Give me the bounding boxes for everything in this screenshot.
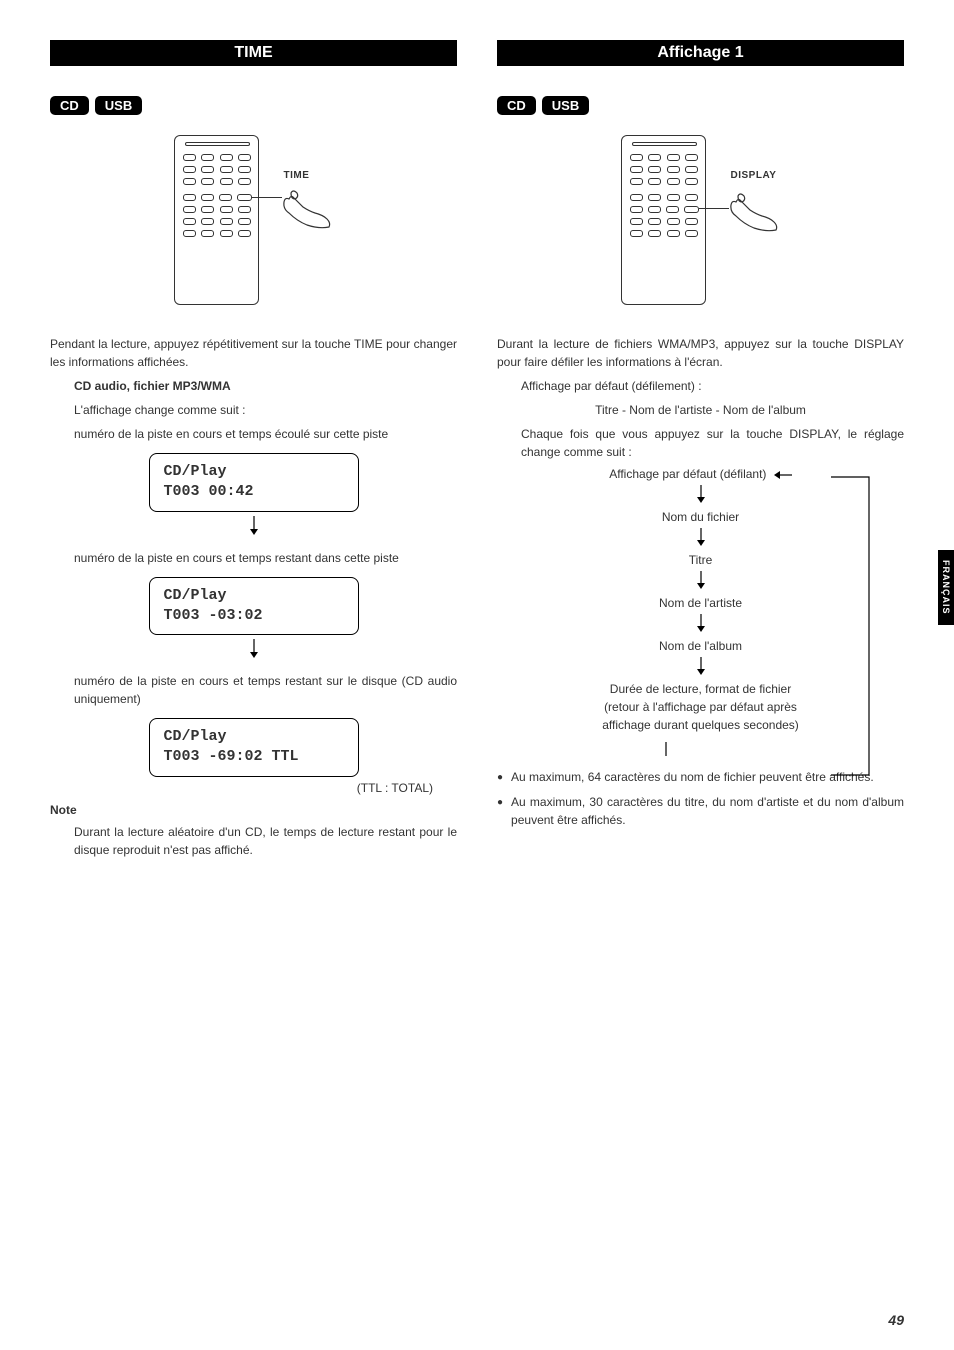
- lcd-3: CD/Play T003 -69:02 TTL: [149, 718, 359, 777]
- badges-left: CD USB: [50, 96, 457, 115]
- bullet-dot-icon: ●: [497, 768, 503, 787]
- lcd1-line1: CD/Play: [164, 462, 344, 482]
- arrow-down-icon: [50, 516, 457, 541]
- display-flow: Affichage par défaut (défilant) Nom du f…: [497, 467, 904, 750]
- default-value: Titre - Nom de l'artiste - Nom de l'albu…: [497, 401, 904, 419]
- default-line: Affichage par défaut (défilement) :: [521, 377, 904, 395]
- step3: numéro de la piste en cours et temps res…: [74, 672, 457, 708]
- flow-item-4: Nom de l'artiste: [541, 596, 861, 610]
- flow-item-6c: affichage durant quelques secondes): [541, 718, 861, 732]
- note-title: Note: [50, 803, 457, 817]
- lcd1-line2: T003 00:42: [164, 482, 344, 502]
- lcd3-line2: T003 -69:02 TTL: [164, 747, 344, 767]
- each-press: Chaque fois que vous appuyez sur la touc…: [521, 425, 904, 461]
- badge-cd: CD: [497, 96, 536, 115]
- sub-heading: CD audio, fichier MP3/WMA: [74, 377, 457, 395]
- intro-right: Durant la lecture de fichiers WMA/MP3, a…: [497, 335, 904, 371]
- loop-line-icon: [831, 475, 871, 785]
- flow-item-6a: Durée de lecture, format de fichier: [541, 682, 861, 696]
- remote-label-time: TIME: [284, 170, 310, 181]
- badge-usb: USB: [95, 96, 142, 115]
- lcd2-line1: CD/Play: [164, 586, 344, 606]
- lcd3-line1: CD/Play: [164, 727, 344, 747]
- language-tab: FRANÇAIS: [938, 550, 954, 625]
- badge-cd: CD: [50, 96, 89, 115]
- hand-icon: [279, 187, 334, 232]
- badges-right: CD USB: [497, 96, 904, 115]
- lcd-2: CD/Play T003 -03:02: [149, 577, 359, 636]
- step2: numéro de la piste en cours et temps res…: [74, 549, 457, 567]
- remote-figure-display: DISPLAY: [497, 135, 904, 305]
- flow-item-2: Nom du fichier: [541, 510, 861, 524]
- arrow-down-icon: [541, 528, 861, 549]
- hand-icon: [726, 190, 781, 235]
- arrow-left-icon: [774, 470, 792, 480]
- section-header-time: TIME: [50, 40, 457, 66]
- flow-item-1: Affichage par défaut (défilant): [541, 467, 861, 481]
- section-header-affichage: Affichage 1: [497, 40, 904, 66]
- arrow-down-icon: [50, 639, 457, 664]
- flow-item-6b: (retour à l'affichage par défaut après: [541, 700, 861, 714]
- arrow-down-icon: [541, 485, 861, 506]
- note-body: Durant la lecture aléatoire d'un CD, le …: [74, 823, 457, 859]
- flow-item-5: Nom de l'album: [541, 639, 861, 653]
- bullet-2: ● Au maximum, 30 caractères du titre, du…: [497, 793, 904, 829]
- arrow-down-icon: [541, 657, 861, 678]
- sub-line: L'affichage change comme suit :: [74, 401, 457, 419]
- page-number: 49: [888, 1312, 904, 1328]
- badge-usb: USB: [542, 96, 589, 115]
- remote-figure-time: TIME: [50, 135, 457, 305]
- bullet-dot-icon: ●: [497, 793, 503, 829]
- ttl-caption: (TTL : TOTAL): [50, 781, 433, 795]
- lcd2-line2: T003 -03:02: [164, 606, 344, 626]
- arrow-down-icon: [541, 614, 861, 635]
- loop-bottom-line-icon: [631, 742, 701, 758]
- lcd-1: CD/Play T003 00:42: [149, 453, 359, 512]
- step1: numéro de la piste en cours et temps éco…: [74, 425, 457, 443]
- flow-item-3: Titre: [541, 553, 861, 567]
- remote-label-display: DISPLAY: [731, 170, 777, 181]
- arrow-down-icon: [541, 571, 861, 592]
- intro-left: Pendant la lecture, appuyez répétitiveme…: [50, 335, 457, 371]
